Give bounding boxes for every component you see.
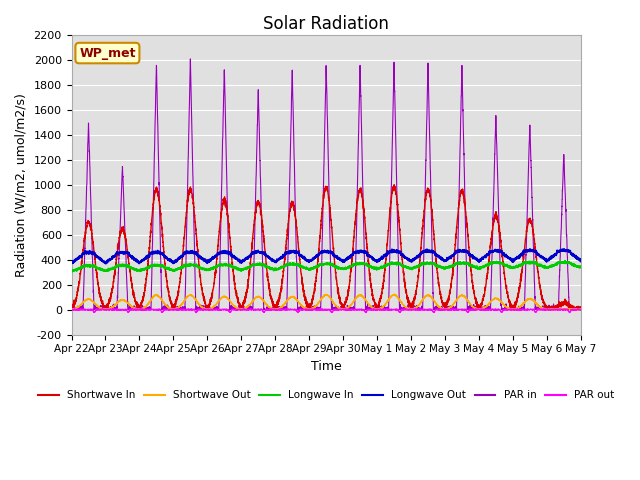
- Title: Solar Radiation: Solar Radiation: [263, 15, 389, 33]
- Text: WP_met: WP_met: [79, 47, 136, 60]
- X-axis label: Time: Time: [311, 360, 342, 373]
- Legend: Shortwave In, Shortwave Out, Longwave In, Longwave Out, PAR in, PAR out: Shortwave In, Shortwave Out, Longwave In…: [34, 386, 618, 405]
- Y-axis label: Radiation (W/m2, umol/m2/s): Radiation (W/m2, umol/m2/s): [15, 93, 28, 276]
